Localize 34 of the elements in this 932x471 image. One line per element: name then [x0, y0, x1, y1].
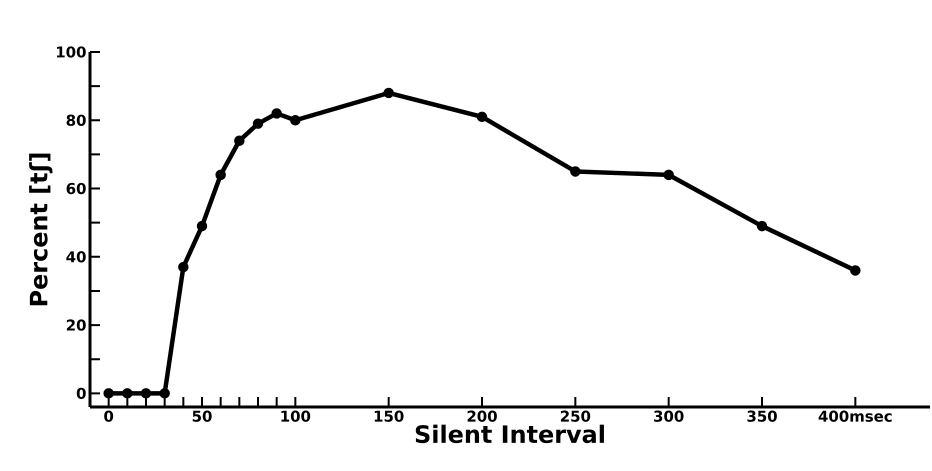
point	[178, 262, 189, 272]
x-tick-label: 400msec	[818, 410, 892, 422]
x-tick-label: 200	[468, 410, 497, 422]
y-tick-label: 20	[66, 319, 86, 331]
x-axis-title: Silent Interval	[416, 424, 604, 444]
point	[476, 112, 488, 122]
point	[570, 166, 581, 177]
point	[122, 388, 133, 399]
point	[159, 388, 170, 399]
x-tick-label: 300	[654, 410, 684, 422]
point	[756, 220, 768, 232]
x-tick-label: 100	[281, 410, 310, 422]
y-tick-label: 80	[66, 114, 86, 126]
point	[271, 108, 282, 119]
x-tick-label: 250	[560, 410, 590, 422]
point	[103, 388, 114, 399]
y-tick-label: 40	[66, 251, 86, 262]
point	[252, 118, 264, 129]
point	[140, 388, 152, 399]
y-tick-label: 60	[66, 182, 86, 194]
y-tick-label: 0	[76, 388, 86, 400]
x-tick-label: 150	[374, 410, 404, 422]
y-tick-label: 100	[56, 46, 86, 58]
point	[196, 220, 208, 232]
point	[234, 136, 245, 146]
point	[215, 170, 226, 180]
point	[290, 115, 301, 126]
y-axis-title: Percent [tʃ]	[29, 154, 52, 306]
x-tick-label: 50	[192, 410, 212, 422]
point	[663, 170, 674, 180]
x-tick-label: 350	[747, 410, 777, 422]
point	[383, 88, 394, 98]
point	[850, 265, 861, 276]
x-tick-label: 0	[104, 410, 114, 422]
